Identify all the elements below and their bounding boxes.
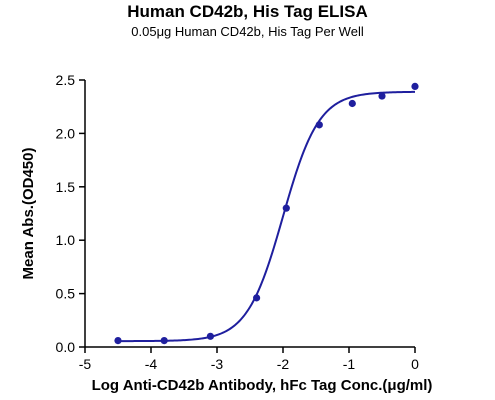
x-axis-title: Log Anti-CD42b Antibody, hFc Tag Conc.(μ… [92, 377, 433, 394]
x-tick-label: -2 [277, 356, 290, 372]
data-point [378, 92, 386, 100]
data-point [160, 336, 168, 345]
x-tick-label: 0 [411, 356, 419, 372]
fit-curve [118, 90, 416, 343]
data-points [114, 82, 419, 345]
x-ticks: -5 -4 -3 -2 -1 0 [79, 347, 419, 372]
y-tick-label: 1.5 [56, 179, 76, 195]
data-point [253, 294, 261, 302]
data-point [348, 99, 356, 108]
x-tick-label: -1 [343, 356, 356, 372]
data-point [282, 204, 290, 212]
data-point [411, 82, 419, 91]
y-axis-title: Mean Abs.(OD450) [20, 148, 37, 280]
axes [84, 80, 415, 348]
y-ticks: 0.0 0.5 1.0 1.5 2.0 2.5 [56, 72, 85, 355]
x-tick-label: -3 [211, 356, 224, 372]
x-tick-label: -5 [79, 356, 92, 372]
chart-title: Human CD42b, His Tag ELISA [127, 2, 368, 21]
y-tick-label: 0.5 [56, 286, 76, 302]
y-tick-label: 2.5 [56, 72, 76, 88]
y-tick-label: 0.0 [56, 339, 76, 355]
data-point [114, 336, 122, 345]
chart-subtitle: 0.05μg Human CD42b, His Tag Per Well [131, 24, 364, 39]
data-point [315, 121, 323, 129]
y-tick-label: 1.0 [56, 232, 76, 248]
y-tick-label: 2.0 [56, 125, 76, 141]
data-point [206, 332, 214, 340]
x-tick-label: -4 [145, 356, 158, 372]
